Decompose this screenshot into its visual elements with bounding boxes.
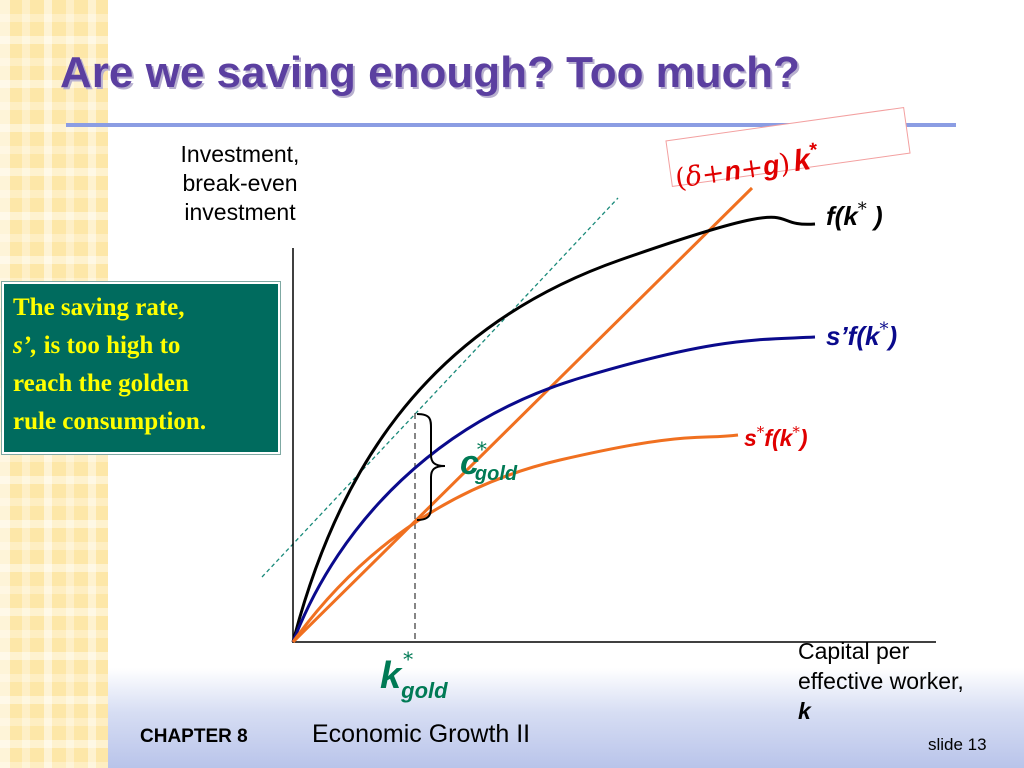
y-axis-label: Investment, break-even investment (140, 140, 340, 227)
title-underline (66, 123, 956, 127)
n-symbol: n (722, 155, 743, 187)
x-axis-label-line: Capital per (798, 638, 910, 664)
production-curve-label: f(k* ) (826, 199, 883, 231)
breakeven-label-box (665, 106, 911, 188)
production-curve (291, 215, 816, 643)
star-symbol: * (808, 139, 820, 162)
breakeven-label: (δ+n+g)k* (673, 139, 822, 195)
plus-sign: + (700, 157, 727, 191)
golden-saving-curve-label: s*f(k*) (744, 423, 808, 451)
high-saving-label-close: ) (885, 321, 897, 351)
golden-saving-label-main: f(k (764, 425, 793, 451)
callout-line: s’, is too high to (13, 327, 278, 365)
y-axis-label-line: break-even (182, 170, 298, 196)
y-axis-label-line: investment (184, 199, 296, 225)
production-label-main: f(k (826, 201, 859, 231)
high-saving-label-star: * (879, 319, 888, 340)
high-saving-curve (291, 335, 816, 643)
x-axis-label: Capital per effective worker, k (798, 636, 1024, 726)
golden-saving-label-star: * (757, 423, 765, 441)
k-gold-k: k (380, 655, 403, 697)
golden-rule-tangent-line (261, 197, 619, 578)
slide-title: Are we saving enough? Too much? (60, 48, 800, 97)
production-label-star: * (858, 199, 867, 220)
x-axis-symbol: k (798, 698, 811, 724)
c-gold-subscript: gold (474, 463, 518, 485)
callout-line2-rest: is too high to (37, 332, 181, 359)
high-saving-curve-label: s’f(k*) (826, 319, 897, 351)
callout-line: rule consumption. (13, 408, 207, 435)
k-gold-star: * (403, 647, 413, 671)
production-label-close: ) (867, 201, 883, 231)
saving-rate-callout: The saving rate, s’, is too high to reac… (1, 281, 281, 455)
k-gold-subscript: gold (400, 678, 448, 703)
golden-saving-label-s: s (744, 425, 757, 451)
c-gold-label: c* gold (460, 437, 518, 485)
callout-line: reach the golden (13, 370, 189, 397)
c-gold-star: * (477, 437, 487, 461)
plus-sign: + (739, 152, 766, 186)
callout-s-prime: s’, (13, 332, 38, 359)
breakeven-investment-line (291, 186, 754, 644)
chapter-title: Economic Growth II (312, 720, 531, 748)
golden-saving-label-star: * (792, 423, 800, 441)
breakeven-label-close: ) (777, 148, 792, 180)
g-symbol: g (760, 149, 782, 181)
golden-saving-label-close: ) (797, 425, 808, 451)
high-saving-label-main: s’f(k (826, 321, 881, 351)
golden-saving-curve (291, 433, 739, 643)
c-gold-brace (416, 413, 446, 521)
callout-line: The saving rate, (13, 294, 185, 321)
breakeven-label-open: ( (673, 163, 688, 195)
chapter-label: CHAPTER 8 (140, 726, 248, 747)
k-gold-label: k * gold (380, 647, 448, 703)
y-axis-label-line: Investment, (180, 141, 300, 167)
c-gold-c: c (460, 444, 479, 482)
delta-symbol: δ (684, 160, 704, 193)
k-symbol: k (791, 143, 813, 178)
slide-number: slide 13 (928, 735, 987, 754)
x-axis-label-line: effective worker, (798, 668, 964, 694)
footer-band (108, 668, 1024, 768)
